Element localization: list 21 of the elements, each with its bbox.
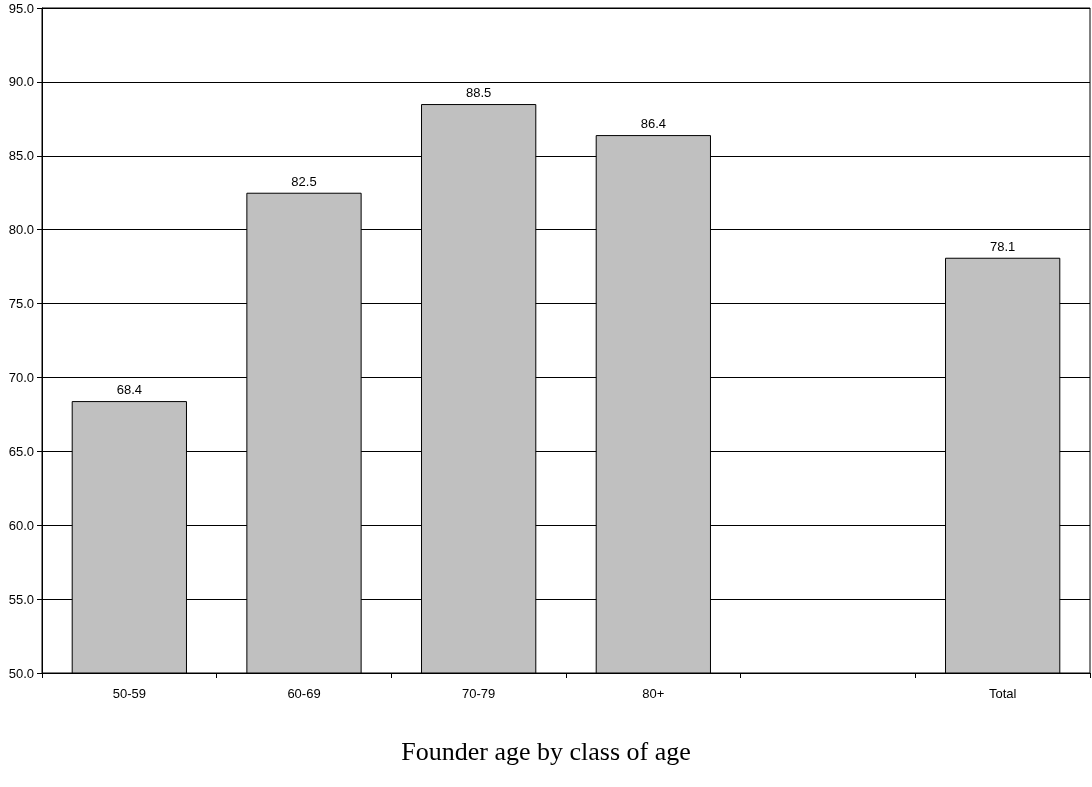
data-label: 82.5 [291,173,317,189]
x-tick-label: 80+ [642,686,665,701]
data-label: 88.5 [466,85,492,101]
x-tick-label: 70-79 [462,686,496,701]
data-label: 86.4 [640,116,666,132]
y-tick-label: 90.0 [8,74,34,90]
x-tick-label: 50-59 [112,686,146,701]
y-tick-label: 55.0 [8,591,34,607]
y-tick-label: 60.0 [8,517,34,533]
y-tick-label: 50.0 [8,665,34,681]
x-tick-label: 60-69 [287,686,321,701]
x-tick-label: Total [988,686,1017,701]
data-label: 78.1 [990,238,1016,254]
data-label: 68.4 [116,382,142,398]
y-tick-label: 85.0 [8,148,34,164]
y-tick-label: 95.0 [8,0,34,16]
y-tick-label: 80.0 [8,222,34,238]
y-tick-label: 65.0 [8,443,34,459]
y-tick-label: 70.0 [8,369,34,385]
text: Founder age by class of age [401,736,691,766]
y-tick-label: 75.0 [8,296,34,312]
